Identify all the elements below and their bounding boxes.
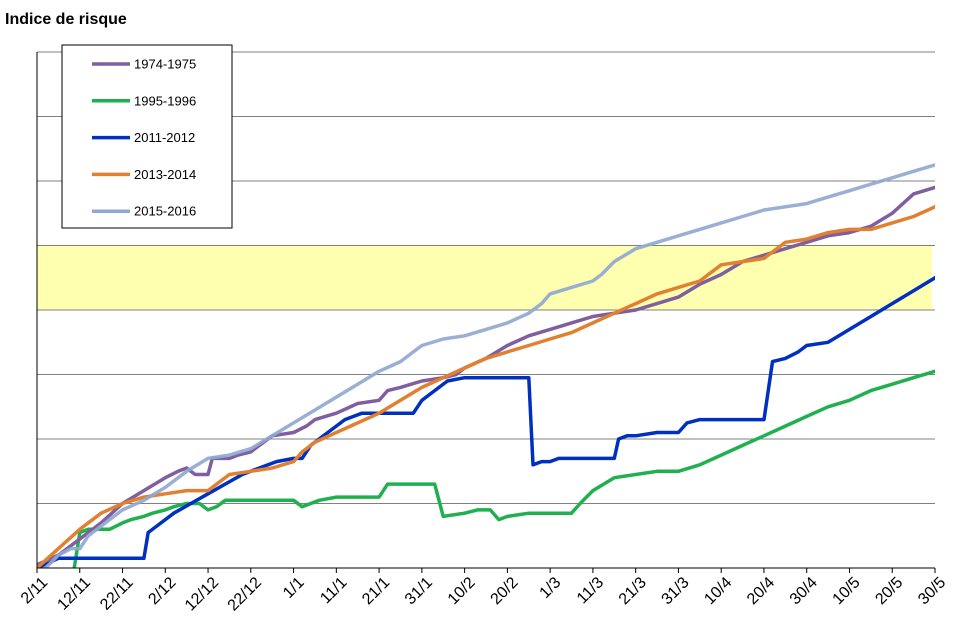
highlight-band-layer <box>37 245 932 310</box>
series-line-1995-1996 <box>72 369 935 568</box>
x-tick-label: 21/1 <box>359 574 393 608</box>
series-layer <box>37 163 935 568</box>
x-tick-label: 20/5 <box>872 574 906 608</box>
series-line-2013-2014 <box>37 204 935 568</box>
legend-label: 1974-1975 <box>134 57 196 72</box>
axis-layer <box>36 52 935 569</box>
x-tick-label: 31/1 <box>402 574 436 608</box>
x-tick-label: 31/3 <box>659 574 693 608</box>
x-tick-label: 22/11 <box>97 574 137 614</box>
legend-box <box>61 44 233 229</box>
x-tick-label: 30/5 <box>915 574 949 608</box>
x-tick-label: 21/3 <box>616 574 650 608</box>
x-tick-label: 10/4 <box>701 574 735 608</box>
x-tick-label: 1/3 <box>537 574 565 602</box>
x-tick-label: 12/12 <box>182 574 222 614</box>
legend: 1974-1975 1995-1996 2011-2012 2013-2014 2015… <box>61 44 233 229</box>
legend-label: 2013-2014 <box>134 167 196 182</box>
x-tick-label: 10/5 <box>830 574 864 608</box>
x-tick-label: 12/11 <box>54 574 94 614</box>
x-tick-label: 22/12 <box>225 574 265 614</box>
x-tick-label: 11/3 <box>574 574 607 607</box>
x-tick-label: 1/1 <box>280 574 308 602</box>
legend-label: 1995-1996 <box>134 93 196 108</box>
series-line-1974-1975 <box>37 185 935 567</box>
x-tick-label: 20/4 <box>744 574 778 608</box>
legend-label: 2015-2016 <box>134 204 196 219</box>
x-tick-label: 2/11 <box>18 574 51 607</box>
x-tick-label: 2/12 <box>145 574 179 608</box>
series-line-2015-2016 <box>40 163 935 568</box>
legend-label: 2011-2012 <box>134 130 195 145</box>
highlight-band <box>37 245 932 310</box>
x-tick-label: 10/2 <box>445 574 479 608</box>
x-tick-labels: 2/11 12/11 22/11 2/12 12/12 22/12 1/1 11/1 21/1 3… <box>18 568 949 615</box>
chart-title: Indice de risque <box>5 11 127 28</box>
x-tick-label: 20/2 <box>488 574 522 608</box>
x-tick-label: 11/1 <box>317 574 350 607</box>
x-tick-label: 30/4 <box>787 574 821 608</box>
series-line-2011-2012 <box>37 275 935 568</box>
